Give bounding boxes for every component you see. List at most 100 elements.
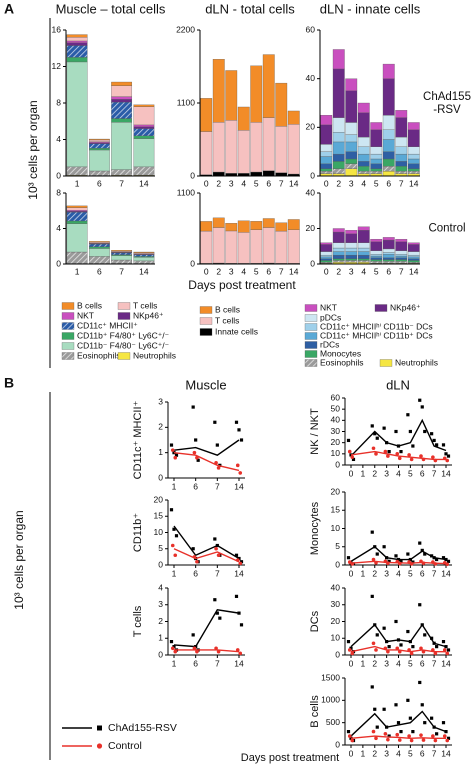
- data-point: [431, 560, 435, 564]
- data-point: [396, 721, 401, 725]
- data-point: [433, 738, 438, 743]
- x-tick-label: 5: [254, 178, 259, 188]
- data-point: [174, 534, 179, 538]
- bar-segment: [332, 153, 345, 162]
- y-tick-label: 0: [158, 472, 163, 482]
- row-label: -RSV: [433, 104, 461, 116]
- data-point: [394, 703, 398, 707]
- x-tick-label: 3: [349, 266, 354, 276]
- data-point: [420, 405, 424, 409]
- data-point: [420, 548, 424, 552]
- legend-label: CD11b⁻ F4/80⁻ Ly6C⁺/⁻: [77, 340, 170, 350]
- x-tick-label: 2: [372, 568, 377, 578]
- bar-segment: [345, 254, 358, 259]
- data-point: [395, 646, 400, 651]
- data-point: [397, 456, 402, 461]
- legend-swatch: [61, 322, 75, 330]
- data-point: [409, 651, 414, 656]
- bar-segment: [287, 110, 300, 125]
- x-tick-label: 0: [324, 266, 329, 276]
- x-tick-label: 6: [420, 658, 425, 668]
- bar-segment: [111, 101, 133, 119]
- x-tick-label: 0: [324, 178, 329, 188]
- y-tick-label: 1100: [177, 97, 196, 107]
- x-tick-label: 6: [97, 266, 102, 276]
- bar-segment: [212, 217, 225, 228]
- x-tick-label: 14: [234, 658, 244, 668]
- x-tick-label: 3: [384, 658, 389, 668]
- mean-line: [350, 623, 447, 648]
- legend-swatch: [304, 341, 318, 349]
- bar-segment: [320, 144, 333, 152]
- bar-segment: [382, 151, 395, 160]
- bar-segment: [382, 239, 395, 250]
- bar-segment: [320, 254, 333, 258]
- data-point: [408, 429, 412, 434]
- x-tick-label: 5: [254, 266, 259, 276]
- data-point: [370, 594, 374, 598]
- x-tick-label: 1: [172, 658, 177, 668]
- y-tick-label: 60: [306, 24, 316, 34]
- data-point: [430, 554, 434, 558]
- y-axis-label: CD11c⁺ MHCII⁺: [132, 400, 144, 479]
- bar-segment: [395, 250, 408, 255]
- bar-segment: [66, 34, 88, 38]
- legend-label: Eosinophils: [320, 357, 363, 367]
- bar-segment: [250, 65, 263, 123]
- bar-segment: [345, 242, 358, 249]
- bar-segment: [370, 250, 383, 255]
- chart-title: dLN - total cells: [205, 1, 295, 16]
- data-point: [386, 649, 390, 654]
- data-point: [170, 543, 175, 548]
- data-point: [407, 734, 411, 738]
- data-point: [169, 508, 174, 512]
- x-tick-label: 6: [420, 468, 425, 478]
- data-point: [441, 640, 446, 644]
- x-tick-label: 7: [279, 178, 284, 188]
- data-point: [395, 452, 400, 456]
- y-axis-label: NK / NKT: [309, 408, 321, 455]
- bar-segment: [212, 59, 225, 123]
- data-point: [385, 556, 389, 560]
- data-point: [346, 640, 351, 644]
- y-tick-label: 0: [56, 170, 61, 180]
- data-point: [173, 649, 178, 654]
- bar-segment: [111, 252, 133, 255]
- data-point: [441, 556, 446, 560]
- data-point: [169, 443, 174, 447]
- bar-segment: [237, 130, 250, 174]
- data-point: [419, 733, 423, 737]
- x-tick-label: 6: [420, 748, 425, 758]
- data-point: [433, 562, 438, 566]
- legend-swatch: [304, 304, 318, 312]
- data-point: [444, 645, 448, 649]
- y-tick-label: 0: [335, 649, 340, 659]
- y-tick-label: 20: [306, 223, 316, 233]
- bar-segment: [66, 251, 88, 264]
- data-point: [169, 640, 174, 644]
- x-tick-label: 4: [241, 266, 246, 276]
- data-point: [386, 737, 390, 742]
- y-tick-label: 20: [331, 437, 341, 447]
- bar-segment: [320, 163, 333, 169]
- data-point: [435, 557, 439, 562]
- bar-segment: [332, 228, 345, 233]
- bar-segment: [345, 247, 358, 252]
- x-tick-label: 2: [372, 468, 377, 478]
- bar-segment: [212, 171, 225, 177]
- x-tick-label: 14: [409, 266, 419, 276]
- data-point: [383, 449, 388, 454]
- bar-segment: [382, 170, 395, 177]
- data-point: [194, 438, 198, 442]
- y-tick-label: 30: [331, 426, 341, 436]
- y-tick-label: 16: [52, 24, 62, 34]
- data-point: [382, 707, 386, 711]
- y-tick-label: 500: [326, 717, 340, 727]
- data-point: [433, 651, 438, 656]
- data-point: [409, 457, 414, 462]
- data-point: [170, 646, 175, 651]
- bar-segment: [407, 146, 420, 155]
- bar-segment: [345, 151, 358, 160]
- bar-segment: [66, 40, 88, 43]
- data-point: [406, 629, 410, 634]
